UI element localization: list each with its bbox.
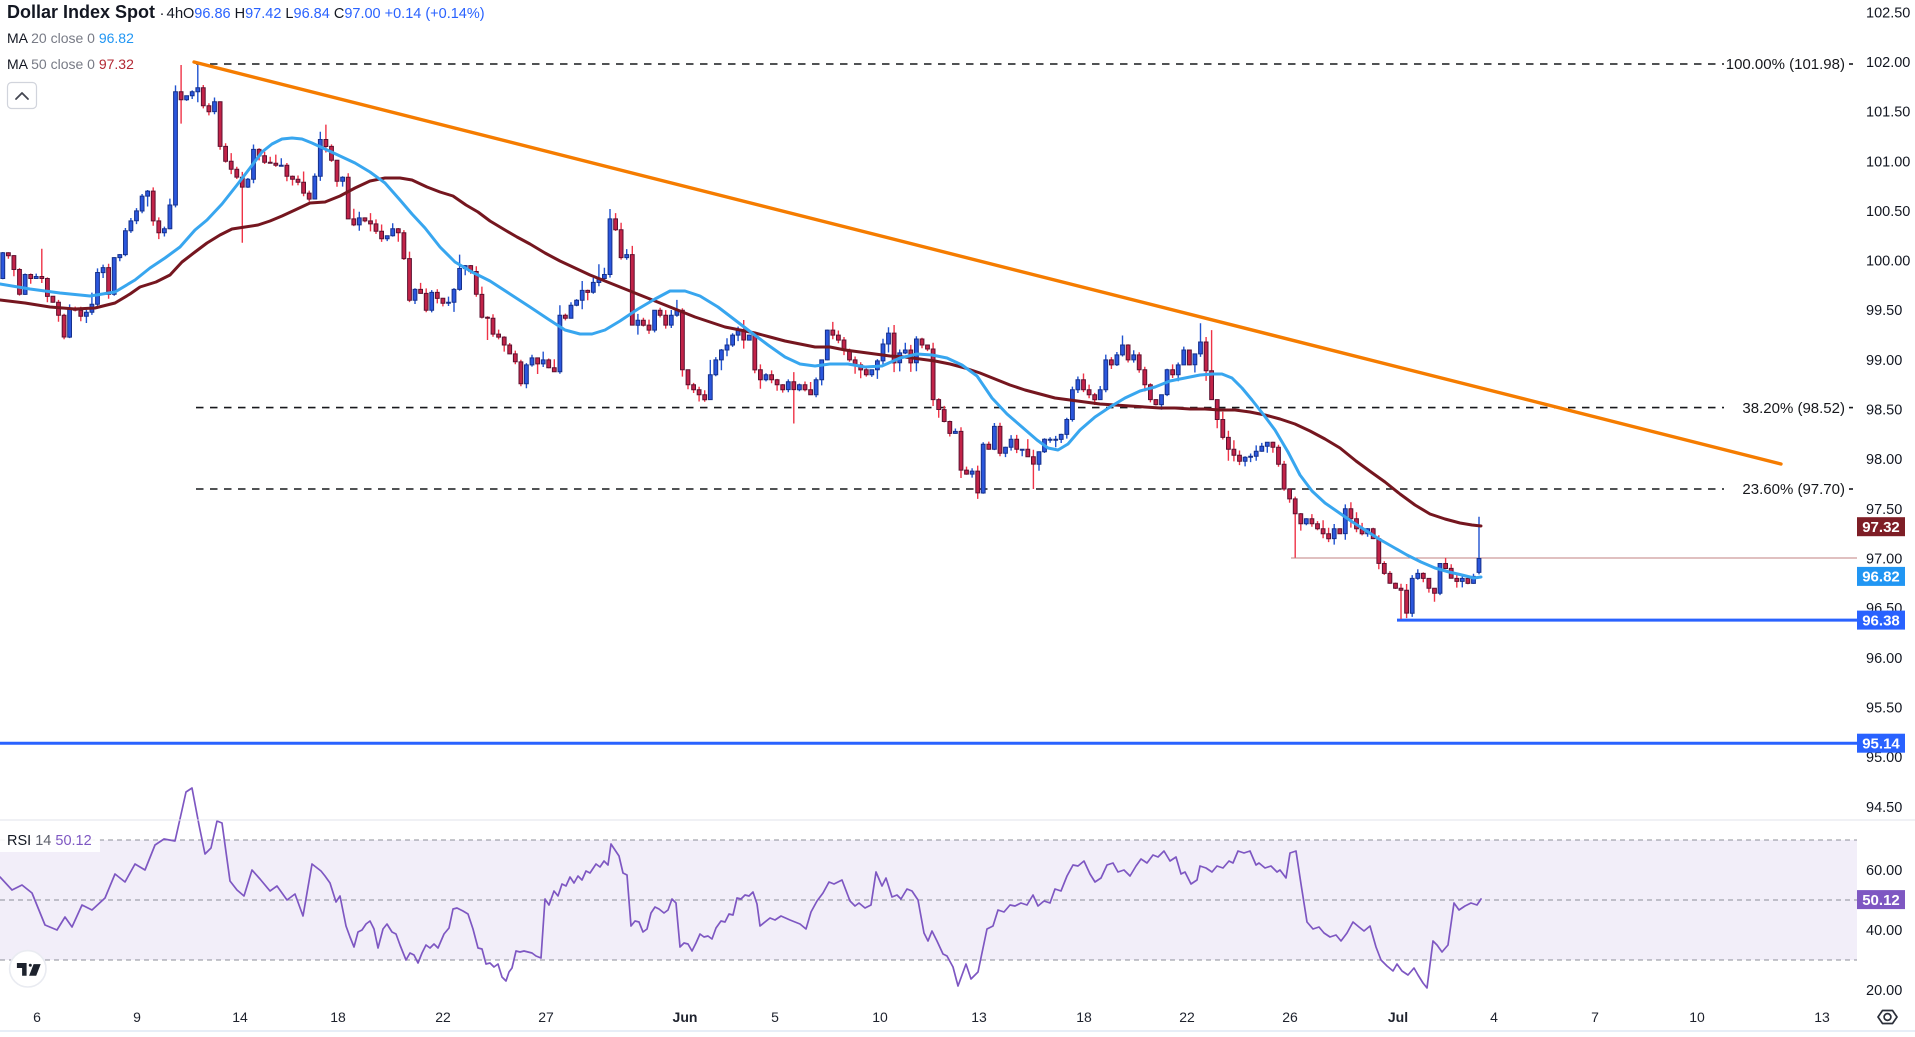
svg-text:5: 5: [771, 1009, 779, 1025]
svg-text:6: 6: [33, 1009, 41, 1025]
svg-text:96.38: 96.38: [1862, 612, 1900, 629]
svg-text:Dollar Index Spot: Dollar Index Spot: [7, 2, 155, 22]
svg-text:102.50: 102.50: [1866, 5, 1910, 21]
svg-text:100.00: 100.00: [1866, 254, 1910, 270]
svg-text:38.20% (98.52): 38.20% (98.52): [1742, 400, 1845, 417]
svg-text:13: 13: [1814, 1009, 1830, 1025]
svg-text:98.00: 98.00: [1866, 452, 1902, 468]
svg-text:22: 22: [435, 1009, 451, 1025]
svg-text:26: 26: [1282, 1009, 1298, 1025]
svg-text:96.00: 96.00: [1866, 651, 1902, 667]
svg-text:MA 20 close 0 96.82: MA 20 close 0 96.82: [7, 30, 134, 46]
svg-text:100.50: 100.50: [1866, 204, 1910, 220]
svg-text:20.00: 20.00: [1866, 983, 1902, 999]
svg-text:Jun: Jun: [673, 1009, 698, 1025]
svg-text:4h: 4h: [167, 5, 184, 22]
svg-text:27: 27: [538, 1009, 554, 1025]
svg-text:RSI 14 50.12: RSI 14 50.12: [7, 833, 92, 849]
svg-text:99.50: 99.50: [1866, 303, 1902, 319]
svg-text:Jul: Jul: [1388, 1009, 1408, 1025]
svg-text:98.50: 98.50: [1866, 403, 1902, 419]
svg-text:100.00% (101.98): 100.00% (101.98): [1726, 56, 1845, 73]
svg-text:10: 10: [872, 1009, 888, 1025]
svg-text:96.82: 96.82: [1862, 569, 1900, 586]
svg-text:9: 9: [133, 1009, 141, 1025]
svg-text:14: 14: [232, 1009, 248, 1025]
svg-text:95.50: 95.50: [1866, 700, 1902, 716]
svg-text:22: 22: [1179, 1009, 1195, 1025]
svg-text:18: 18: [330, 1009, 346, 1025]
svg-text:94.50: 94.50: [1866, 800, 1902, 816]
svg-text:101.00: 101.00: [1866, 154, 1910, 170]
svg-text:4: 4: [1490, 1009, 1498, 1025]
svg-text:7: 7: [1591, 1009, 1599, 1025]
svg-text:95.00: 95.00: [1866, 750, 1902, 766]
svg-text:O96.86 H97.42 L96.84 C97.00 +0: O96.86 H97.42 L96.84 C97.00 +0.14 (+0.14…: [183, 6, 485, 22]
svg-text:40.00: 40.00: [1866, 923, 1902, 939]
svg-text:97.50: 97.50: [1866, 502, 1902, 518]
svg-text:97.32: 97.32: [1862, 519, 1900, 536]
svg-text:10: 10: [1689, 1009, 1705, 1025]
svg-text:18: 18: [1076, 1009, 1092, 1025]
svg-text:60.00: 60.00: [1866, 863, 1902, 879]
svg-text:97.00: 97.00: [1866, 552, 1902, 568]
svg-text:13: 13: [971, 1009, 987, 1025]
svg-text:23.60% (97.70): 23.60% (97.70): [1742, 481, 1845, 498]
svg-text:95.14: 95.14: [1862, 735, 1900, 752]
svg-text:102.00: 102.00: [1866, 55, 1910, 71]
svg-text:50.12: 50.12: [1862, 892, 1900, 909]
svg-text:99.00: 99.00: [1866, 353, 1902, 369]
svg-text:·: ·: [160, 5, 165, 22]
svg-text:101.50: 101.50: [1866, 105, 1910, 121]
svg-text:MA 50 close 0 97.32: MA 50 close 0 97.32: [7, 56, 134, 72]
